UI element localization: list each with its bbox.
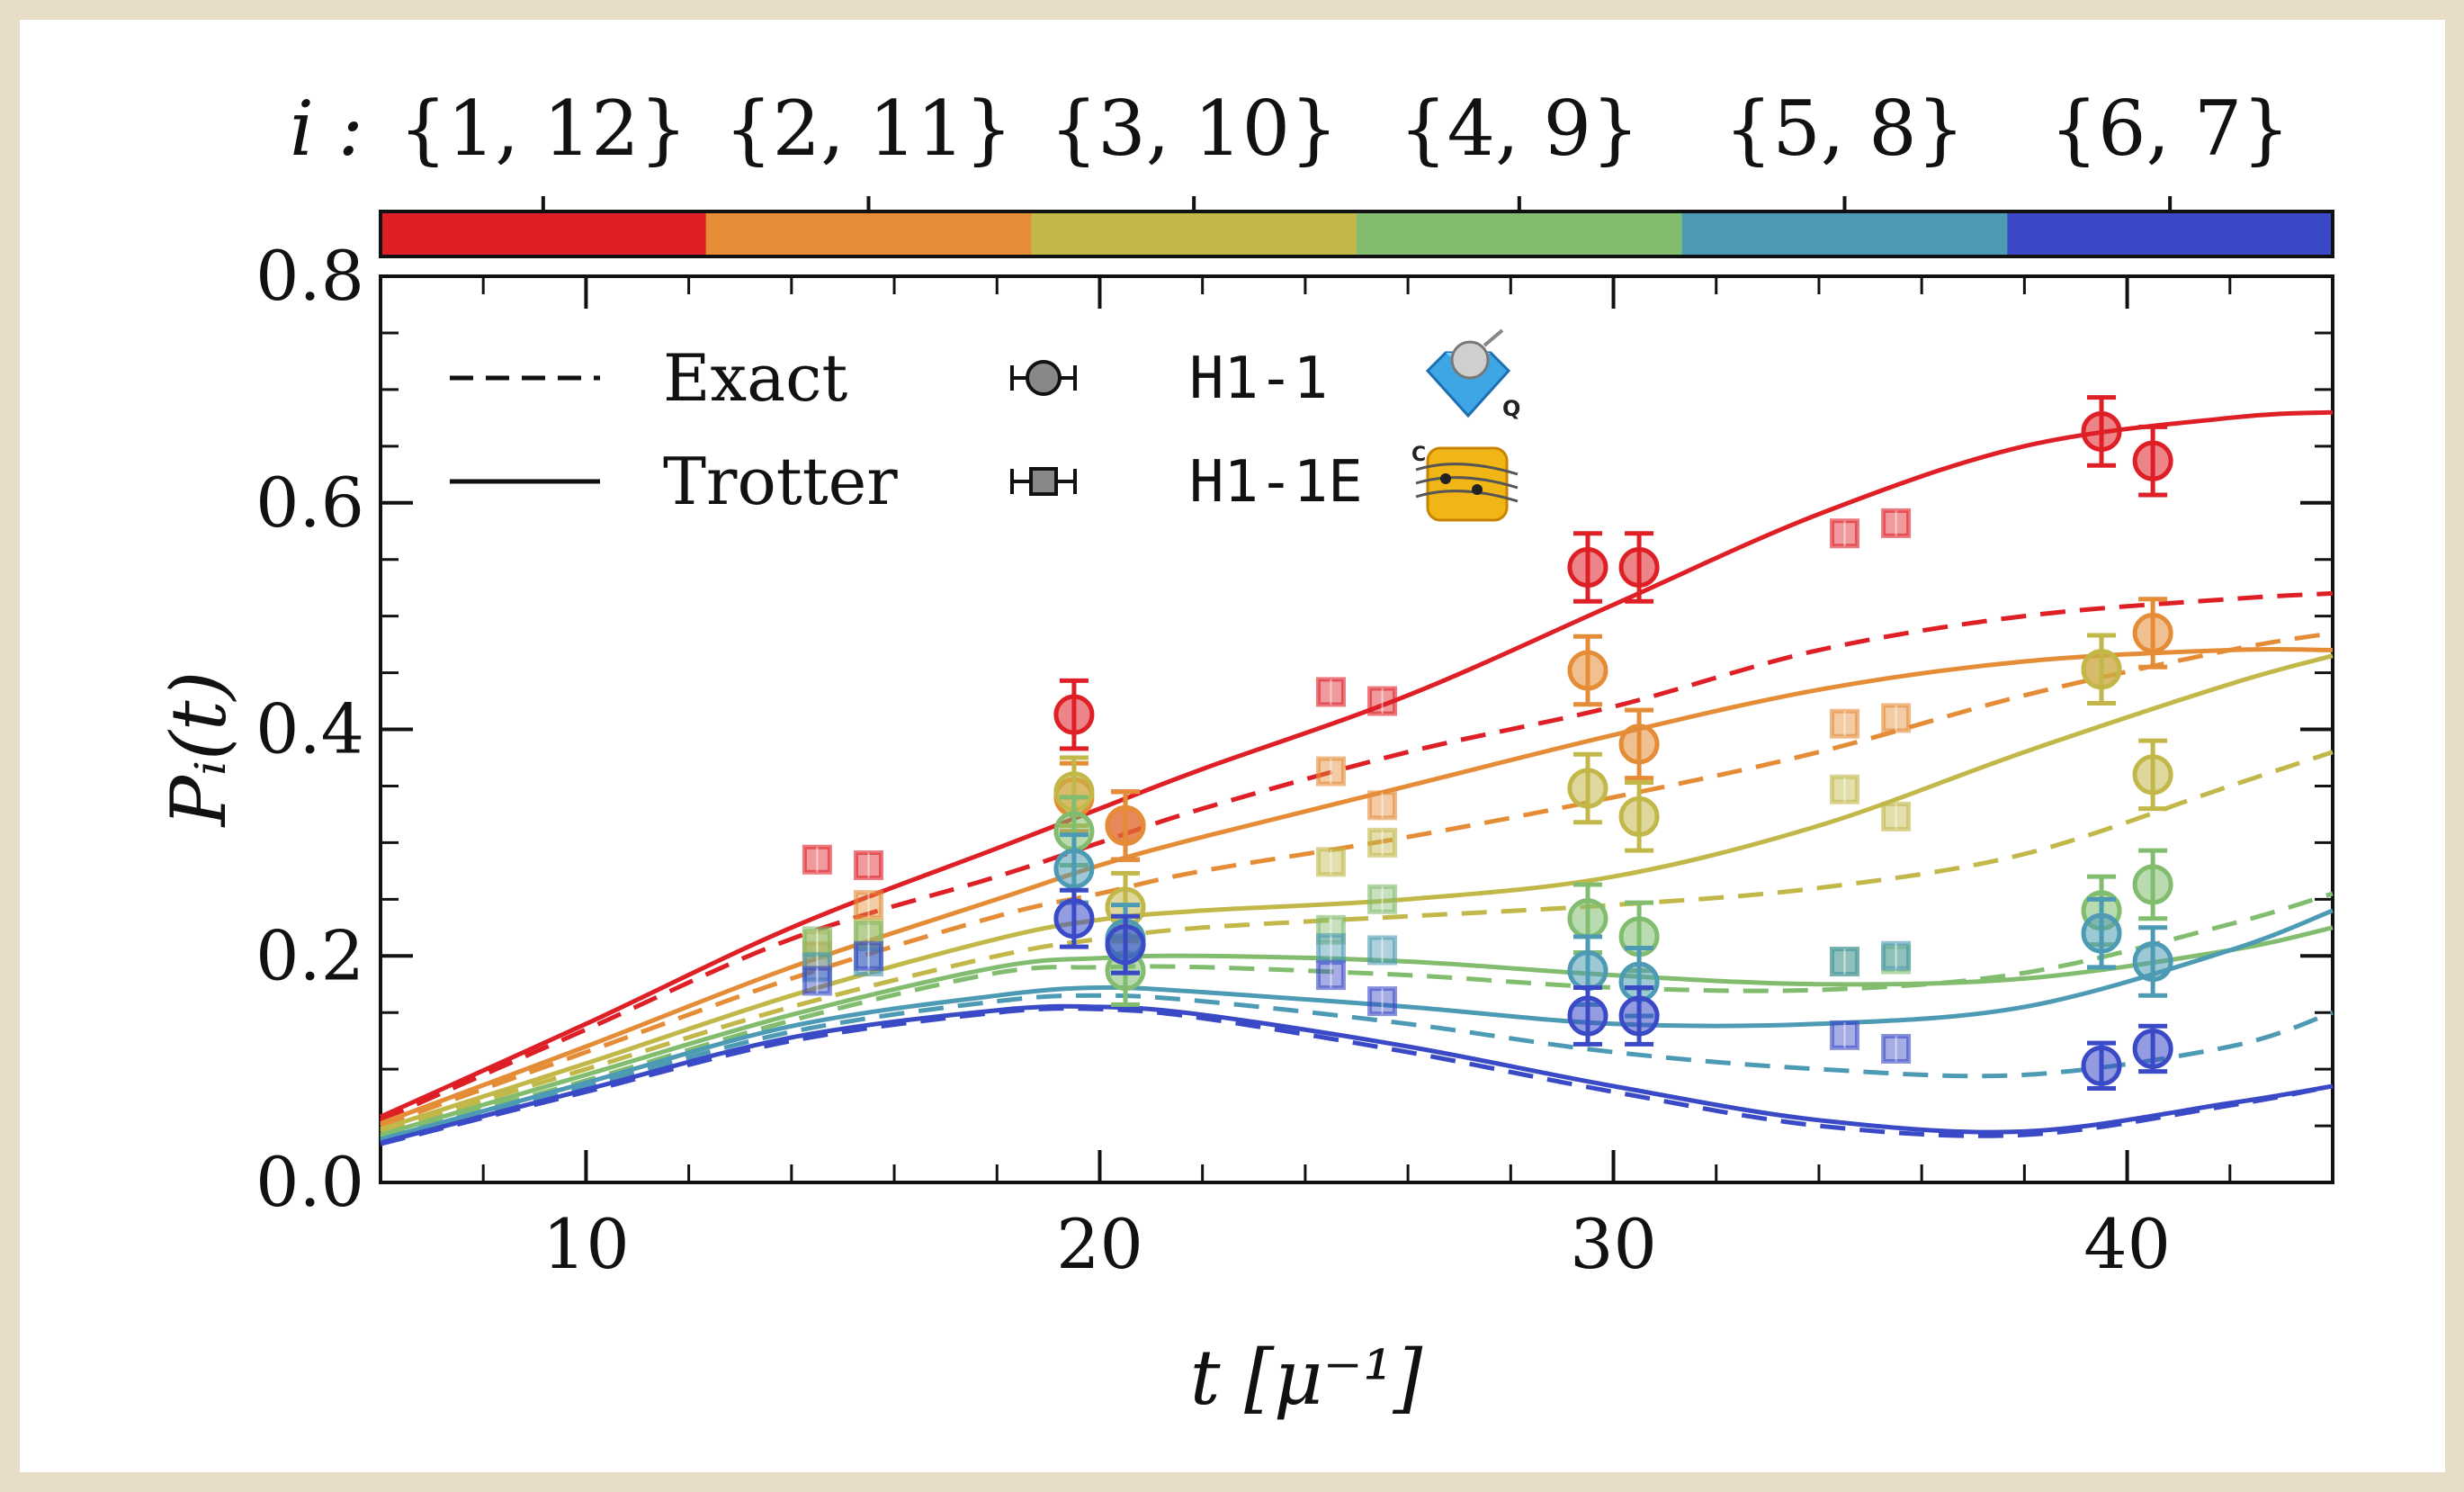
exact-curve-5 — [380, 993, 2334, 1145]
trotter-curve-3 — [380, 653, 2334, 1132]
colorbar-label-1: {1, 12} — [399, 85, 688, 173]
h1-1-point-3 — [2081, 649, 2122, 690]
colorbar-label-4: {4, 9} — [1399, 85, 1639, 173]
y-tick-label: 0.2 — [255, 915, 364, 995]
h1-1-point-6 — [1053, 898, 1095, 939]
colorbar: i : {1, 12} {2, 11} {3, 10} {4, 9} {5, 8} {6,… — [290, 85, 2334, 258]
h1-1-point-1 — [2081, 410, 2122, 452]
legend-exact-label: Exact — [663, 340, 847, 416]
h1-1-point-2 — [1618, 724, 1660, 765]
legend-h1-1e-marker — [1010, 467, 1077, 496]
legend-trotter-label: Trotter — [663, 444, 898, 519]
h1-1-point-3 — [2132, 754, 2173, 795]
y-tick-label: 0.8 — [255, 236, 364, 316]
legend-h1-1-label: H1-1 — [1189, 346, 1328, 412]
h1-1-point-1 — [1567, 546, 1608, 588]
h1-1-point-2 — [1567, 650, 1608, 691]
h1-1-point-5 — [2081, 912, 2122, 954]
trotter-curve-2 — [380, 646, 2334, 1126]
h1-1-point-1 — [2132, 440, 2173, 481]
x-tick-label: 30 — [1570, 1204, 1657, 1284]
colorbar-prefix: i : — [290, 85, 363, 173]
exact-curve-4 — [380, 891, 2334, 1140]
exact-curve-6 — [380, 1006, 2334, 1146]
x-tick-label: 20 — [1056, 1204, 1143, 1284]
h1-1-point-2 — [2132, 613, 2173, 654]
emulator-h1-1e-icon: C — [1411, 444, 1519, 522]
h1-1-point-1 — [1053, 694, 1095, 735]
colorbar-label-2: {2, 11} — [724, 85, 1013, 173]
h1-1-point-6 — [1618, 995, 1660, 1037]
exact-curve-2 — [380, 631, 2334, 1128]
figure-panel: i : {1, 12} {2, 11} {3, 10} {4, 9} {5, 8} {6,… — [20, 20, 2445, 1472]
colorbar-segment-4 — [1357, 211, 1683, 256]
h1-1-point-4 — [2132, 864, 2173, 905]
h1-1-point-2 — [1105, 804, 1146, 846]
svg-text:Q: Q — [1502, 396, 1520, 421]
h1-1-point-4 — [1567, 898, 1608, 939]
h1-1-point-6 — [1567, 995, 1608, 1037]
h1-1-point-6 — [2081, 1045, 2122, 1086]
colorbar-label-3: {3, 10} — [1050, 85, 1339, 173]
trotter-curve-1 — [379, 409, 2334, 1119]
h1-1-point-3 — [1567, 768, 1608, 809]
h1-1-point-6 — [2132, 1028, 2173, 1069]
colorbar-segment-3 — [1031, 211, 1357, 256]
colorbar-label-5: {5, 8} — [1725, 85, 1965, 173]
h1-1-point-5 — [1567, 950, 1608, 992]
quantinuum-h1-1-device-icon: Q — [1425, 328, 1520, 421]
exact-curve-1 — [379, 590, 2334, 1123]
h1-1-point-6 — [1105, 924, 1146, 966]
trotter-curve-5 — [380, 908, 2334, 1142]
svg-text:C: C — [1411, 444, 1426, 466]
trotter-curve-6 — [380, 1003, 2334, 1146]
legend-h1-1e-label: H1-1E — [1189, 449, 1363, 516]
chart: i : {1, 12} {2, 11} {3, 10} {4, 9} {5, 8} {6,… — [155, 85, 2334, 1422]
colorbar-segment-1 — [381, 211, 707, 256]
exact-curve-3 — [380, 750, 2334, 1134]
x-axis-title: t [μ⁻¹] — [1190, 1334, 1423, 1422]
y-tick-label: 0.0 — [255, 1142, 364, 1222]
y-tick-label: 0.6 — [255, 463, 364, 543]
legend: Exact Trotter H1-1 H1-1E — [450, 328, 1520, 522]
legend-h1-1-marker — [1010, 360, 1077, 396]
colorbar-frame — [379, 210, 2334, 258]
y-axis-title: Pᵢ(t) — [155, 671, 243, 829]
y-tick-label: 0.4 — [255, 689, 364, 769]
h1-1-point-5 — [1053, 848, 1095, 889]
plot-area: 10 20 30 40 0.0 0.2 0.4 0.6 0.8 — [255, 236, 2334, 1284]
colorbar-label-6: {6, 7} — [2050, 85, 2290, 173]
colorbar-segment-6 — [2007, 211, 2334, 256]
colorbar-segment-2 — [705, 211, 1032, 256]
trotter-curve-4 — [380, 925, 2334, 1137]
x-tick-label: 10 — [542, 1204, 630, 1284]
h1-1-point-3 — [1618, 795, 1660, 837]
x-tick-label: 40 — [2083, 1204, 2171, 1284]
h1-1-point-5 — [2132, 941, 2173, 983]
h1-1-point-1 — [1618, 546, 1660, 588]
colorbar-segment-5 — [1681, 211, 2008, 256]
